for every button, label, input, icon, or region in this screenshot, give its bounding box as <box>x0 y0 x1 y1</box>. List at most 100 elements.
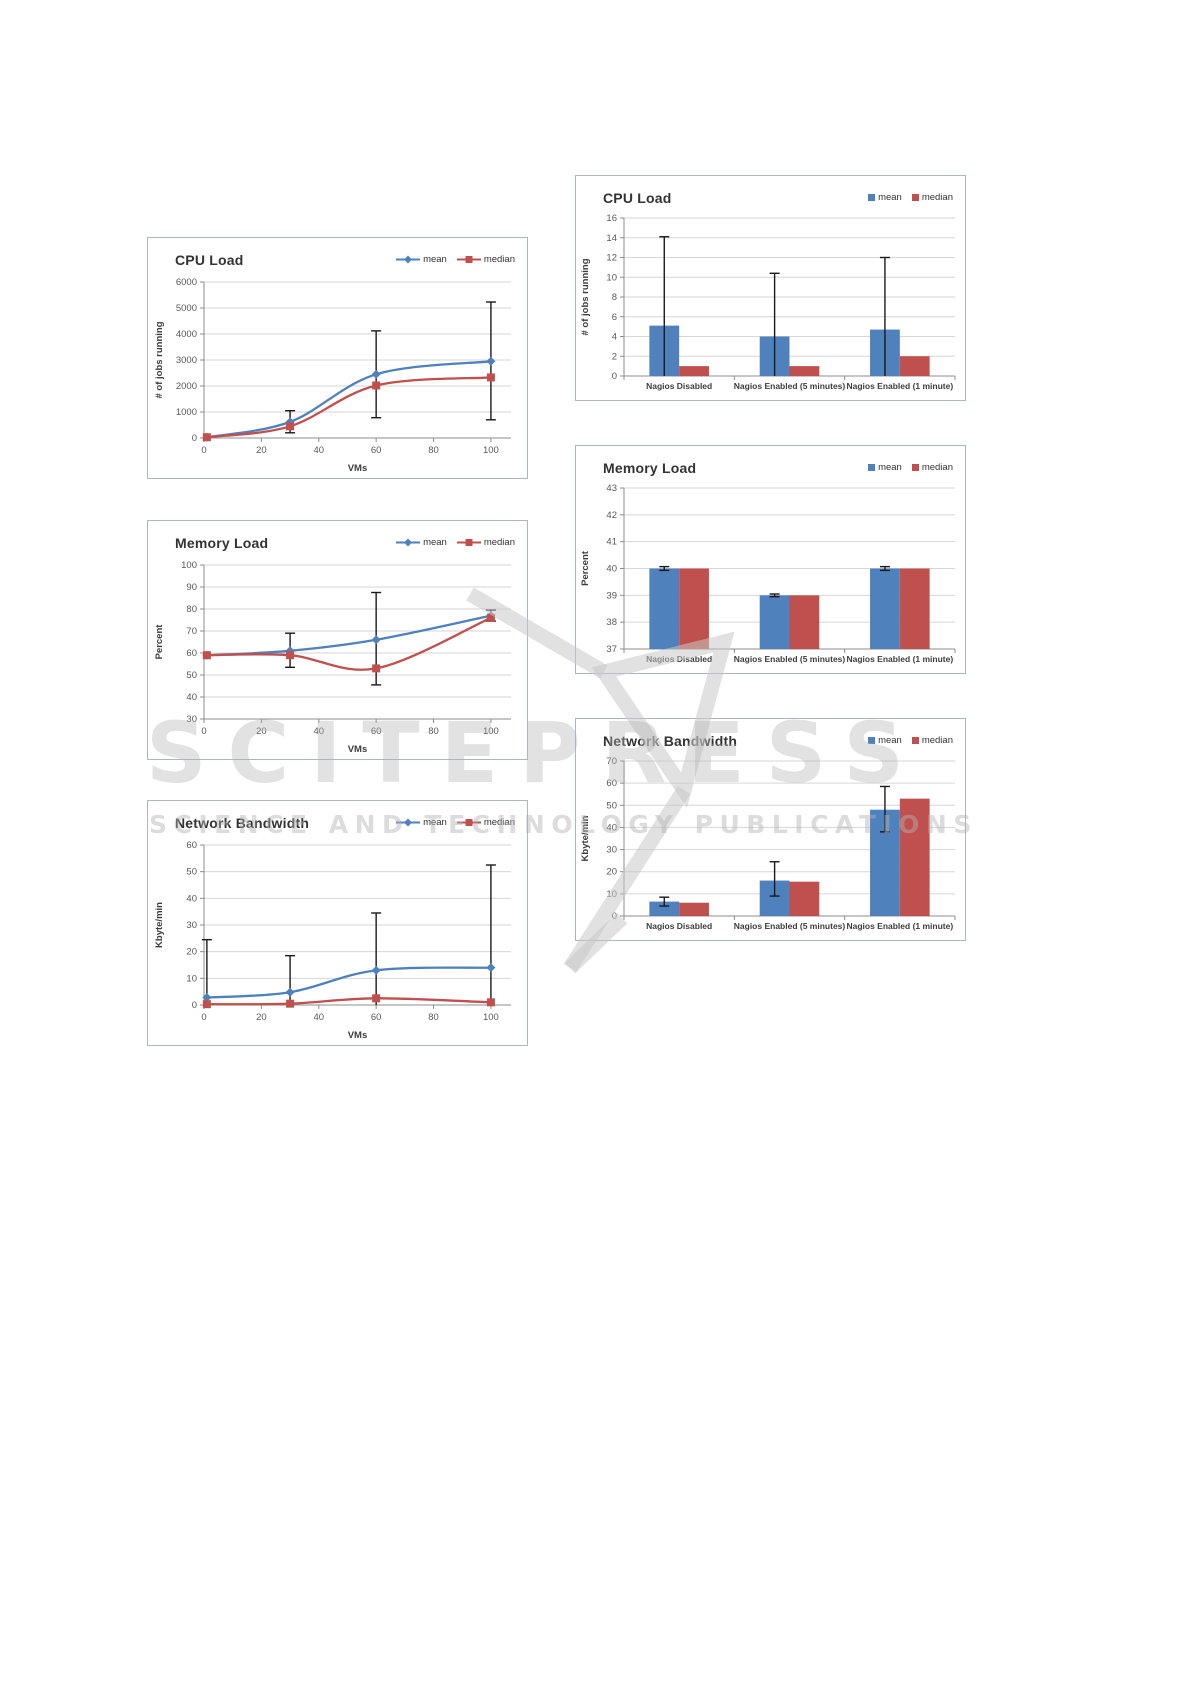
legend-mean-item: mean <box>396 537 447 548</box>
axis-text: 30 <box>606 845 617 856</box>
series-mean <box>202 611 496 660</box>
axis-text: 4 <box>612 332 617 343</box>
median-bar <box>899 356 930 376</box>
y-tick-labels: 0 2 4 6 8 10 12 14 16 <box>606 213 617 382</box>
legend-mean-label: mean <box>878 735 902 746</box>
axis-text: 70 <box>186 626 197 637</box>
chart-title: CPU Load <box>603 189 672 206</box>
median-bar <box>899 798 930 916</box>
axis-text: 80 <box>428 445 439 456</box>
axis-text: 16 <box>606 213 617 224</box>
axes <box>200 281 511 442</box>
axis-text: 20 <box>256 445 267 456</box>
axis-text: 1000 <box>176 407 197 418</box>
y-axis-label: Kbyte/min <box>154 902 165 948</box>
legend-median-item: median <box>911 735 953 746</box>
legend-median-label: median <box>483 537 515 548</box>
chart-header: CPU Load mean median <box>148 238 527 272</box>
cpu-load-line-plot: 0 1000 2000 3000 4000 5000 6000 0 20 40 60 80 100 # o… <box>154 277 511 474</box>
axis-text: 30 <box>186 920 197 931</box>
median-bar <box>789 595 820 649</box>
x-tick-labels: 0 20 40 60 80 100 <box>201 445 498 456</box>
data-point-marker <box>202 993 212 1003</box>
median-square-icon <box>911 737 919 744</box>
legend-mean-label: mean <box>423 817 447 828</box>
axis-text: 60 <box>371 1012 382 1023</box>
chart-header: Network Bandwidth mean median <box>148 801 527 835</box>
legend-mean-item: mean <box>868 192 902 203</box>
chart-title: Network Bandwidth <box>175 814 310 831</box>
category-label: Nagios Enabled (1 minute) <box>846 381 953 391</box>
data-point-marker <box>486 613 495 622</box>
axis-text: 60 <box>186 648 197 659</box>
legend-mean-item: mean <box>868 462 902 473</box>
data-point-marker <box>372 994 381 1003</box>
network-bandwidth-line-plot: 0 10 20 30 40 50 60 0 20 40 60 80 100 Kbyte/min VMs <box>154 840 511 1041</box>
axis-text: 0 <box>192 433 197 444</box>
chart-legend: mean median <box>868 462 953 473</box>
y-gridlines <box>204 844 511 1006</box>
axis-text: 40 <box>186 692 197 703</box>
axis-text: 90 <box>186 582 197 593</box>
axis-text: 20 <box>606 867 617 878</box>
axis-text: 80 <box>186 604 197 615</box>
y-axis-label: # of jobs running <box>580 258 591 335</box>
chart-header: CPU Load mean median <box>576 176 965 210</box>
legend-median-label: median <box>921 462 953 473</box>
axis-text: 100 <box>181 560 197 571</box>
axis-text: 100 <box>483 1012 499 1023</box>
median-bar <box>789 881 820 916</box>
category-labels: Nagios Disabled Nagios Enabled (5 minutes… <box>646 381 953 391</box>
y-axis-label: Kbyte/min <box>580 815 591 861</box>
y-axis-label: Percent <box>580 550 591 586</box>
mean-line-marker-icon <box>396 538 421 547</box>
axes <box>200 564 511 723</box>
y-axis-label: # of jobs running <box>154 321 165 398</box>
chart-header: Network Bandwidth mean median <box>576 719 965 753</box>
legend-mean-label: mean <box>423 537 447 548</box>
cpu-load-line-chart: CPU Load mean median 0 1000 2000 3000 4000 50… <box>147 237 528 479</box>
mean-square-icon <box>868 464 876 471</box>
axis-text: 10 <box>186 973 197 984</box>
chart-legend: mean median <box>396 817 515 828</box>
median-bar <box>679 902 709 916</box>
data-point-marker <box>486 963 496 973</box>
mean-bar <box>759 595 790 649</box>
mean-square-icon <box>868 737 876 744</box>
memory-load-line-chart: Memory Load mean median 30 40 50 60 70 80 90 10… <box>147 520 528 760</box>
network-bandwidth-bar-chart: Network Bandwidth mean median 0 10 20 30 40 5… <box>575 718 966 941</box>
median-bar <box>899 568 930 649</box>
cpu-load-bar-chart: CPU Load mean median 0 2 4 6 8 10 12 14 16 # of j… <box>575 175 966 401</box>
series-median <box>202 994 495 1009</box>
axis-text: 60 <box>186 840 197 851</box>
axis-text: 50 <box>186 867 197 878</box>
axis-text: 100 <box>483 445 499 456</box>
network-bandwidth-line-chart: Network Bandwidth mean median 0 10 20 30 40 5… <box>147 800 528 1046</box>
axis-text: 6 <box>612 312 617 323</box>
data-point-marker <box>286 422 295 431</box>
data-point-marker <box>486 998 495 1007</box>
mean-bar <box>870 568 900 649</box>
median-line-marker-icon <box>456 819 481 826</box>
axis-text: 80 <box>428 1012 439 1023</box>
data-point-marker <box>371 635 381 645</box>
legend-median-label: median <box>483 817 515 828</box>
category-label: Nagios Disabled <box>646 654 712 664</box>
mean-square-icon <box>868 194 876 201</box>
error-bars <box>659 785 890 907</box>
axis-text: 14 <box>606 233 617 244</box>
error-bars <box>659 236 890 376</box>
median-square-icon <box>911 464 919 471</box>
memory-load-bar-chart: Memory Load mean median 37 38 39 40 41 42 43 Pe… <box>575 445 966 674</box>
axis-text: 8 <box>612 292 617 303</box>
memory-load-line-plot: 30 40 50 60 70 80 90 100 0 20 40 60 80 100 Percent VMs <box>154 560 511 755</box>
error-bars <box>659 565 890 598</box>
axis-text: 50 <box>606 800 617 811</box>
x-tick-labels: 0 20 40 60 80 100 <box>201 1012 498 1023</box>
axis-text: 2000 <box>176 381 197 392</box>
chart-legend: mean median <box>396 254 515 265</box>
chart-legend: mean median <box>396 537 515 548</box>
axis-text: 6000 <box>176 277 197 288</box>
y-axis-label: Percent <box>154 624 165 660</box>
